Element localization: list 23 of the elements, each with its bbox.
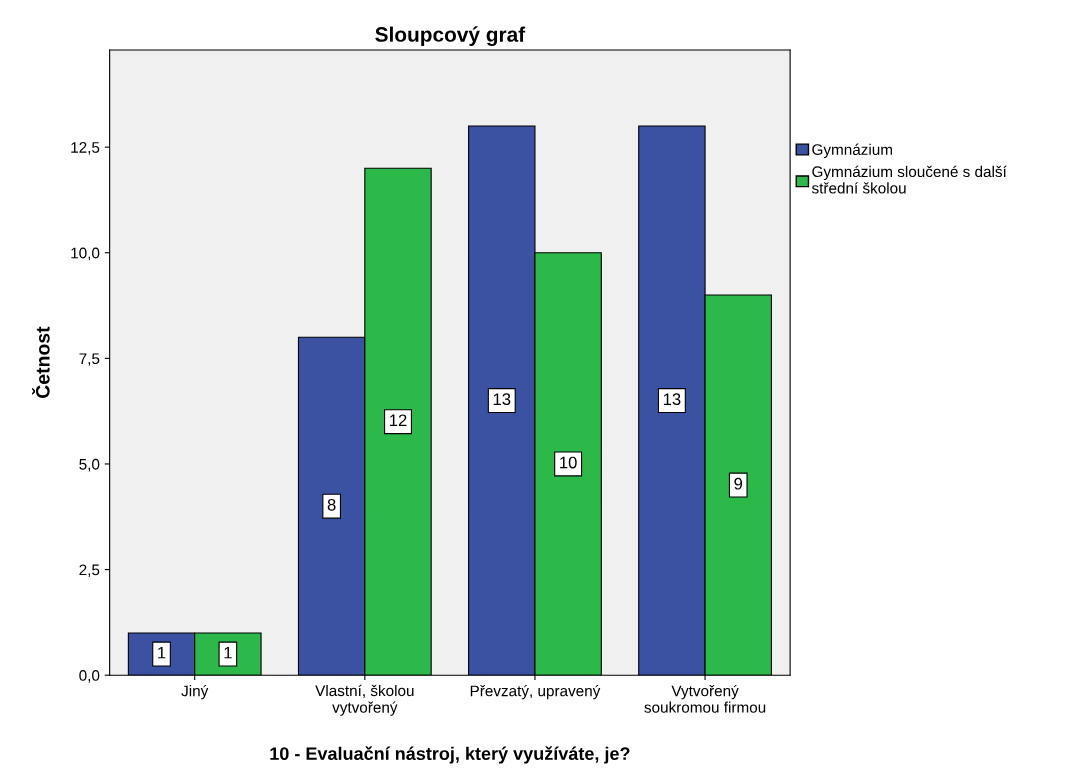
data-label: 8	[327, 498, 336, 511]
y-axis-title: Četnost	[32, 326, 50, 398]
data-label: 13	[493, 393, 511, 406]
y-tick-label: 10,0	[71, 247, 100, 261]
data-label: 1	[158, 646, 166, 659]
x-tick-label: Vytvořený soukromou firmou	[644, 684, 766, 713]
x-tick-label: Jiný	[181, 684, 209, 700]
x-tick-label: Vlastní, školou vytvořený	[315, 684, 414, 716]
legend-label: Gymnázium	[812, 143, 892, 159]
data-label: 13	[663, 393, 681, 406]
data-label: 12	[390, 414, 407, 427]
y-tick-label: 5,0	[79, 458, 100, 472]
y-tick-label: 12,5	[71, 142, 100, 155]
x-axis-title: 10 - Evaluační nástroj, který využíváte, je?	[270, 746, 630, 764]
y-tick-label: 0,0	[79, 670, 100, 683]
data-label: 9	[734, 477, 743, 490]
y-tick-label: 2,5	[79, 564, 100, 578]
x-tick-label: Převzatý, upravený	[470, 684, 601, 700]
data-label: 10	[560, 456, 577, 469]
legend-label: Gymnázium sloučené s další střední školou	[811, 165, 1007, 194]
data-label: 1	[224, 646, 232, 659]
chart-title: Sloupcový graf	[375, 26, 526, 47]
y-tick-label: 7,5	[79, 353, 100, 366]
